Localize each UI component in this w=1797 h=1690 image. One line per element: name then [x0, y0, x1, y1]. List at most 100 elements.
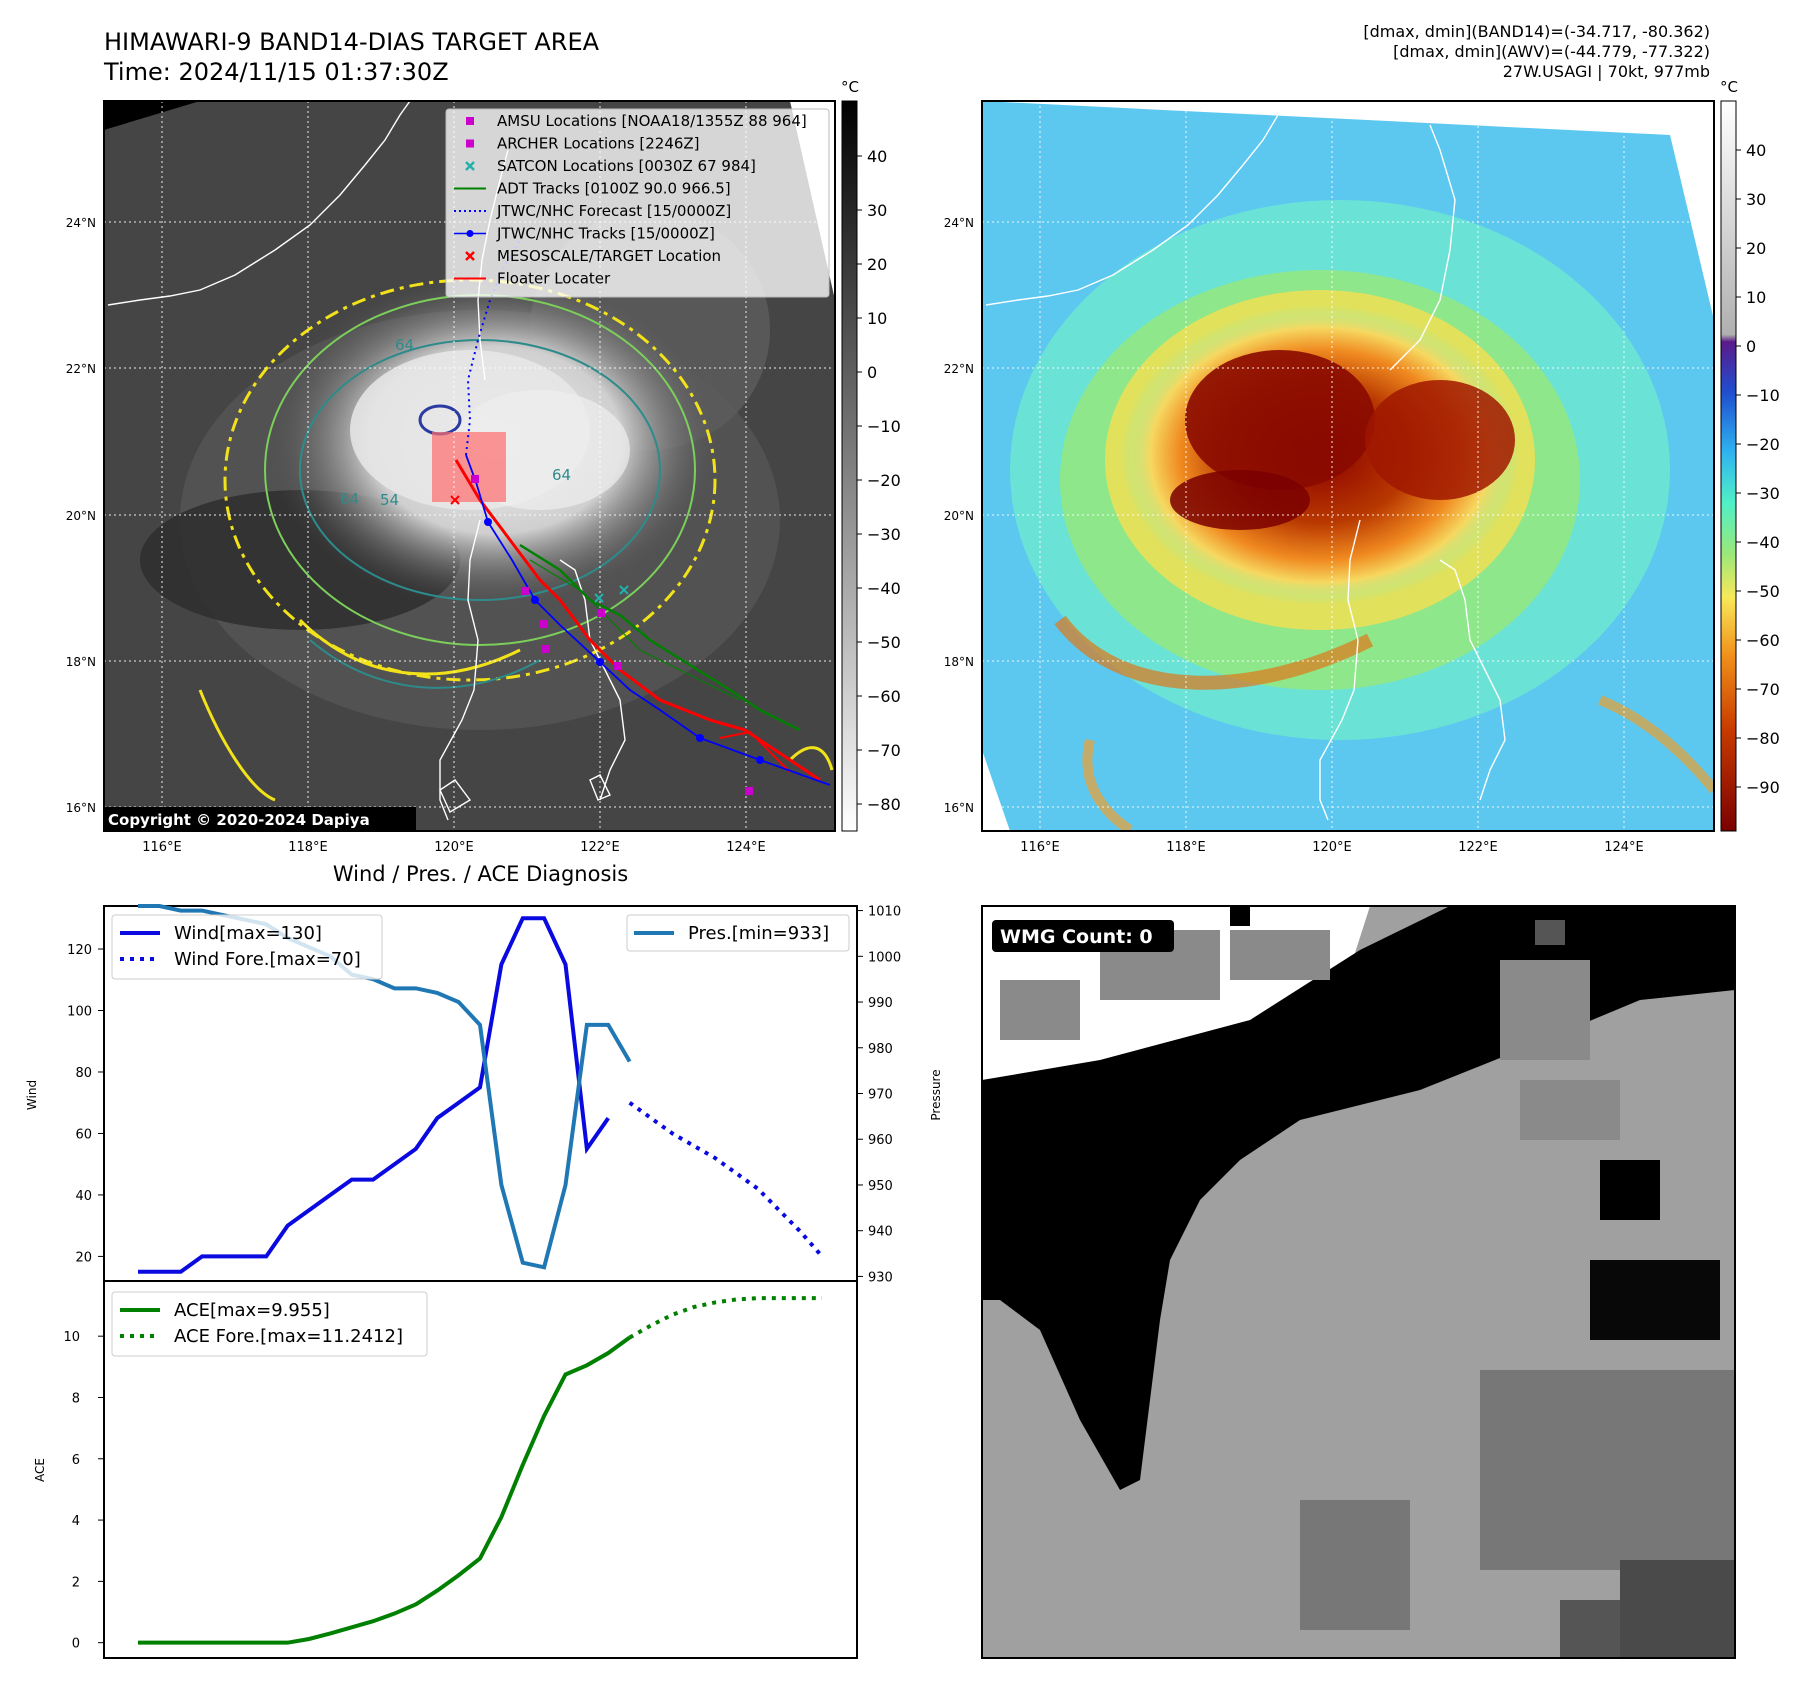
legend-marker — [466, 230, 474, 237]
legend-entry: ADT Tracks [0100Z 90.0 966.5] — [454, 180, 731, 198]
legend-entry: JTWC/NHC Forecast [15/0000Z] — [454, 202, 731, 220]
y-tick-label-right: 980 — [868, 1042, 893, 1057]
colorbar-tick-label: 30 — [1746, 190, 1766, 209]
legend-label: Floater Locater — [497, 270, 611, 288]
lon-tick-label: 122°E — [1458, 840, 1498, 855]
colorbar-tick-label: −80 — [1746, 729, 1780, 748]
jtwc-track — [465, 454, 831, 786]
y-tick-label: 10 — [63, 1330, 80, 1345]
lon-tick-label: 118°E — [1166, 840, 1206, 855]
colorbar-tick-label: −60 — [867, 687, 901, 706]
colorbar-tick-label: −70 — [867, 741, 901, 760]
title-line-1: HIMAWARI-9 BAND14-DIAS TARGET AREA — [104, 28, 600, 56]
colorbar-tick-label: 40 — [867, 147, 887, 166]
y-tick-label-right: 960 — [868, 1133, 893, 1148]
series-line — [628, 1101, 824, 1258]
series-line — [138, 916, 610, 1274]
legend-entry: SATCON Locations [0030Z 67 984] — [465, 157, 756, 175]
lat-tick-label: 22°N — [66, 362, 96, 376]
lon-tick-label: 118°E — [288, 840, 328, 855]
figure-info: [dmax, dmin](BAND14)=(-34.717, -80.362) … — [1363, 22, 1710, 82]
colorbar-tick-label: 10 — [867, 309, 887, 328]
info-line-2: [dmax, dmin](AWV)=(-44.779, -77.322) — [1393, 42, 1710, 61]
legend-marker — [466, 117, 474, 125]
contour-label: 54 — [380, 491, 399, 509]
contour-label: 64 — [395, 336, 414, 354]
colorbar-tick-label: −20 — [1746, 435, 1780, 454]
legend-box — [626, 914, 850, 952]
lon-tick-label: 124°E — [726, 840, 766, 855]
colorbar-tick-label: −10 — [867, 417, 901, 436]
info-line-3: 27W.USAGI | 70kt, 977mb — [1502, 62, 1710, 81]
colorbar-unit: °C — [841, 78, 859, 96]
legend-entry: JTWC/NHC Tracks [15/0000Z] — [454, 225, 715, 243]
legend-label: SATCON Locations [0030Z 67 984] — [497, 157, 756, 175]
legend-label: ARCHER Locations [2246Z] — [497, 135, 700, 153]
legend-label: JTWC/NHC Tracks [15/0000Z] — [496, 225, 715, 243]
lon-tick-label: 124°E — [1604, 840, 1644, 855]
y-tick-label-right: 1010 — [868, 905, 901, 920]
y-tick-label: 8 — [72, 1391, 80, 1406]
series-line — [138, 1335, 631, 1645]
colorbar-tick-label: 20 — [867, 255, 887, 274]
colorbar-tick-label: 40 — [1746, 141, 1766, 160]
colorbar-tick-label: −50 — [1746, 582, 1780, 601]
colorbar-tick-label: −40 — [867, 579, 901, 598]
y-tick-label: 120 — [67, 943, 92, 958]
lat-tick-label: 24°N — [944, 216, 974, 230]
legend-label: ACE[max=9.955] — [174, 1300, 330, 1321]
lat-tick-label: 18°N — [66, 655, 96, 669]
contour-label: 64 — [340, 490, 359, 508]
diagnosis-title: Wind / Pres. / ACE Diagnosis — [332, 862, 629, 886]
info-line-1: [dmax, dmin](BAND14)=(-34.717, -80.362) — [1363, 22, 1710, 41]
lon-tick-label: 120°E — [434, 840, 474, 855]
lat-tick-label: 20°N — [66, 509, 96, 523]
ir-color-map: 116°E 118°E 120°E 122°E 124°E 24°N 22°N 20°N 18… — [944, 100, 1715, 855]
series-line — [628, 1296, 822, 1340]
target-area-box — [432, 432, 506, 502]
legend-entry: AMSU Locations [NOAA18/1355Z 88 964] — [466, 112, 807, 130]
legend-label: AMSU Locations [NOAA18/1355Z 88 964] — [497, 112, 807, 130]
lon-tick-label: 116°E — [1020, 840, 1060, 855]
legend-marker — [465, 161, 475, 171]
legend-entry: MESOSCALE/TARGET Location — [465, 247, 721, 265]
colorbar-tick-label: −40 — [1746, 533, 1780, 552]
legend-label: Wind Fore.[max=70] — [174, 949, 361, 970]
wmg-count-label: WMG Count: 0 — [1000, 926, 1153, 948]
wmg-panel: WMG Count: 0 — [981, 905, 1736, 1659]
coastline — [985, 100, 1506, 821]
y-tick-label-right: 930 — [868, 1270, 893, 1285]
colorbar-tick-label: −30 — [867, 525, 901, 544]
y-tick-label-right: 990 — [868, 996, 893, 1011]
legend-label: ADT Tracks [0100Z 90.0 966.5] — [497, 180, 731, 198]
y-axis-label: ACE — [33, 1458, 47, 1482]
colorbar-tick-label: −80 — [867, 795, 901, 814]
y-axis-label: Wind — [25, 1080, 39, 1110]
legend-box — [111, 1291, 428, 1357]
colorbar-tick-label: 0 — [1746, 337, 1756, 356]
colorbar-tick-label: −30 — [1746, 484, 1780, 503]
y-tick-label: 2 — [72, 1575, 80, 1590]
lat-tick-label: 24°N — [66, 216, 96, 230]
contour-label: 64 — [552, 466, 571, 484]
colorbar-tick-label: −50 — [867, 633, 901, 652]
color-colorbar: °C 40 30 20 10 0 −10 −20 −30 −40 −50 −60 −70 −80 −90 — [1720, 78, 1780, 832]
colorbar-tick-label: 10 — [1746, 288, 1766, 307]
y-tick-label: 6 — [72, 1453, 80, 1468]
colorbar-tick-label: −60 — [1746, 631, 1780, 650]
lon-tick-label: 116°E — [142, 840, 182, 855]
colorbar-tick-label: −10 — [1746, 386, 1780, 405]
lat-tick-label: 22°N — [944, 362, 974, 376]
legend-label: Wind[max=130] — [174, 923, 322, 944]
colorbar-tick-label: −70 — [1746, 680, 1780, 699]
lon-tick-label: 120°E — [1312, 840, 1352, 855]
y-tick-label: 0 — [72, 1637, 80, 1652]
legend-label: MESOSCALE/TARGET Location — [497, 247, 721, 265]
legend-marker — [465, 251, 475, 261]
lat-tick-label: 16°N — [66, 801, 96, 815]
lat-tick-label: 18°N — [944, 655, 974, 669]
lat-tick-label: 20°N — [944, 509, 974, 523]
y-tick-label-right: 950 — [868, 1179, 893, 1194]
y-tick-label: 80 — [75, 1066, 92, 1081]
wind-pressure-chart: 20 40 60 80 100 120 930 940 950 960 970 980 990 1000 1… — [25, 904, 943, 1285]
